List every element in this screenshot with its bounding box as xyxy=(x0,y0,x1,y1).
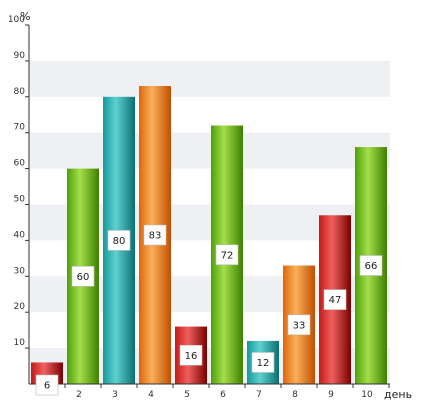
x-tick-label: 10 xyxy=(361,390,373,400)
data-label-box xyxy=(71,265,95,287)
data-labels: 6 60 80 83 16 72 12 33 47 66 xyxy=(35,224,383,396)
data-label-box xyxy=(359,255,383,276)
x-tick-label: 7 xyxy=(256,390,262,400)
x-ticks: 2 3 4 5 6 7 8 9 10 xyxy=(64,384,390,400)
data-label-box xyxy=(215,244,239,266)
data-label-day-7: 12 xyxy=(257,358,270,369)
y-axis-label: % xyxy=(20,10,30,23)
y-tick-label: 10 xyxy=(14,338,26,348)
data-label-box xyxy=(323,289,347,310)
x-tick-label: 4 xyxy=(148,390,154,400)
data-label-box xyxy=(35,374,59,396)
y-tick-label: 90 xyxy=(14,51,26,61)
data-label-day-5: 16 xyxy=(185,351,198,362)
y-tick-label: 50 xyxy=(14,195,26,205)
data-label-box xyxy=(287,314,311,336)
data-label-box xyxy=(107,230,131,251)
y-tick-label: 100 xyxy=(8,15,25,25)
x-tick-label: 2 xyxy=(76,390,82,400)
data-label-day-3: 80 xyxy=(113,236,126,247)
data-label-day-1: 6 xyxy=(44,381,50,392)
x-axis-label: день xyxy=(384,388,412,401)
y-tick-label: 80 xyxy=(14,87,26,97)
y-tick-label: 60 xyxy=(14,159,26,169)
data-label-box xyxy=(251,352,275,373)
data-label-day-4: 83 xyxy=(149,231,162,242)
y-tick-label: 40 xyxy=(14,230,26,240)
y-tick-label: 70 xyxy=(14,123,26,133)
data-label-day-2: 60 xyxy=(77,272,90,283)
y-ticks: 10 20 30 40 50 60 70 80 90 100 xyxy=(8,15,29,349)
grid-band xyxy=(29,60,390,97)
x-tick-label: 8 xyxy=(292,390,298,400)
y-tick-label: 20 xyxy=(14,302,26,312)
x-tick-label: 3 xyxy=(112,390,118,400)
grid-band xyxy=(29,132,390,169)
y-tick-label: 30 xyxy=(14,266,26,276)
x-tick-label: 5 xyxy=(184,390,190,400)
data-label-box xyxy=(143,224,167,246)
data-label-day-9: 47 xyxy=(329,295,342,306)
data-label-day-8: 33 xyxy=(293,320,306,331)
bars xyxy=(31,86,387,385)
data-label-box xyxy=(179,344,203,366)
data-label-day-6: 72 xyxy=(221,250,234,261)
x-tick-label: 9 xyxy=(328,390,334,400)
data-label-day-10: 66 xyxy=(365,261,378,272)
x-tick-label: 6 xyxy=(220,390,226,400)
